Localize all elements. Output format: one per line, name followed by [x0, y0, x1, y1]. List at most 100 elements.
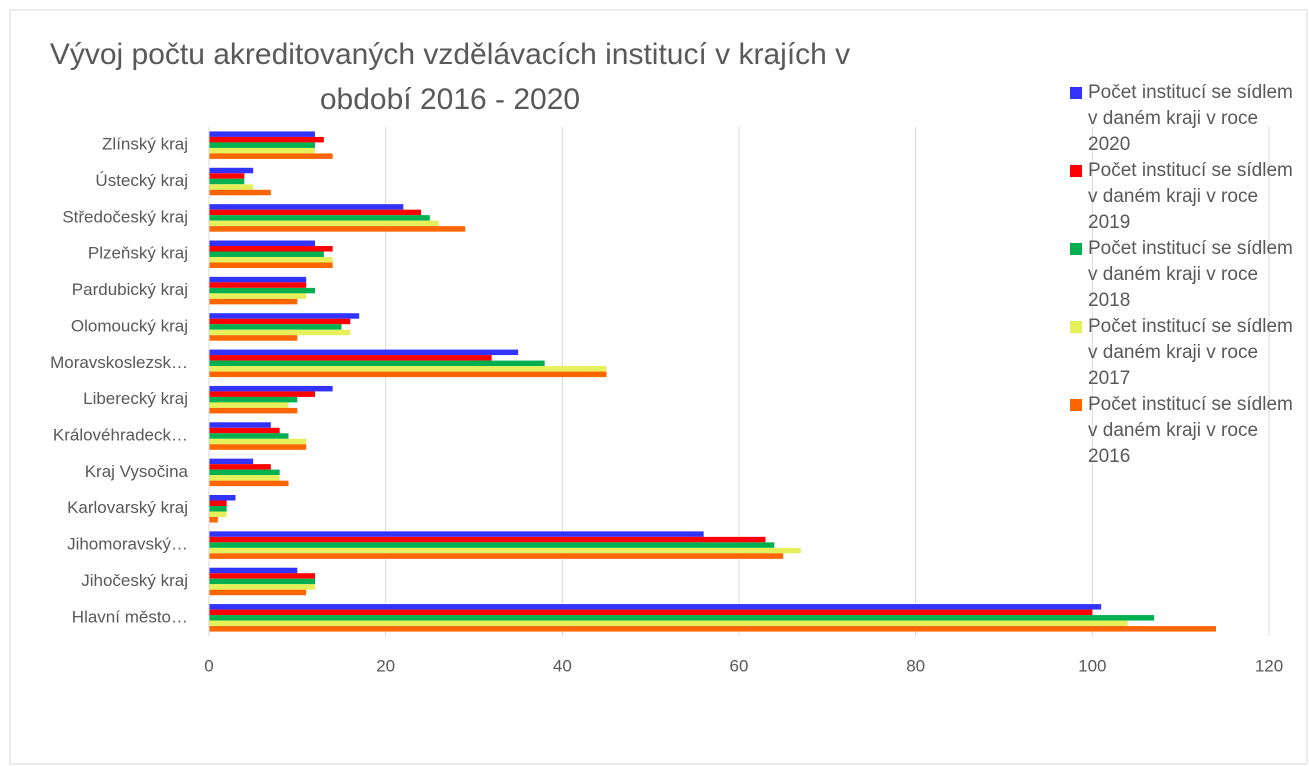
bar: [209, 215, 430, 221]
y-tick-label: Královéhradeck…: [53, 426, 188, 445]
legend-label: Počet institucí se sídlem v daném kraji …: [1088, 316, 1293, 389]
y-tick-label: Olomoucký kraj: [71, 316, 188, 335]
legend-swatch: [1070, 87, 1082, 99]
bar: [209, 136, 324, 143]
bar: [209, 335, 298, 341]
legend-entry: Počet institucí se sídlem v daném kraji …: [1070, 236, 1305, 314]
bar: [209, 178, 245, 185]
bar: [209, 438, 307, 445]
bar: [209, 578, 315, 585]
bar: [209, 422, 271, 428]
bar: [209, 547, 801, 554]
bar: [209, 293, 307, 299]
y-tick-label: Jihočeský kraj: [81, 571, 188, 590]
bar: [209, 615, 1155, 621]
bar: [209, 226, 466, 232]
bar: [209, 573, 315, 579]
bar: [209, 318, 351, 325]
bar: [209, 567, 298, 574]
bar: [209, 480, 289, 487]
bar: [209, 495, 236, 501]
bar: [209, 282, 307, 288]
legend-entry: Počet institucí se sídlem v daném kraji …: [1070, 80, 1305, 158]
bar: [209, 469, 280, 476]
legend: Počet institucí se sídlem v daném kraji …: [1070, 80, 1305, 470]
chart-title: Vývoj počtu akreditovaných vzdělávacích …: [49, 38, 851, 116]
legend-entry: Počet institucí se sídlem v daném kraji …: [1070, 158, 1305, 236]
bar: [209, 517, 218, 523]
x-tick-label: 40: [553, 656, 572, 675]
x-tick-label: 80: [906, 656, 925, 675]
bar: [209, 536, 766, 543]
bar: [209, 167, 254, 174]
y-tick-label: Zlínský kraj: [102, 135, 188, 154]
bar: [209, 475, 280, 481]
y-tick-label: Jihomoravský…: [67, 535, 188, 554]
bar: [209, 173, 245, 179]
legend-swatch: [1070, 165, 1082, 177]
bar: [209, 626, 1216, 632]
bar: [209, 604, 1102, 610]
legend-swatch: [1070, 243, 1082, 255]
bar: [209, 531, 704, 537]
x-tick-label: 20: [376, 656, 395, 675]
bar: [209, 246, 333, 252]
bar: [209, 402, 289, 408]
bar: [209, 142, 315, 148]
bar: [209, 262, 333, 268]
bar: [209, 313, 360, 319]
bar: [209, 589, 307, 596]
y-tick-label: Karlovarský kraj: [67, 498, 188, 517]
legend-label: Počet institucí se sídlem v daném kraji …: [1088, 238, 1293, 311]
x-tick-label: 60: [730, 656, 749, 675]
bar: [209, 257, 333, 263]
bar: [209, 240, 315, 246]
bar: [209, 433, 289, 439]
bar: [209, 153, 333, 159]
bar: [209, 391, 315, 397]
legend-label: Počet institucí se sídlem v daném kraji …: [1088, 82, 1293, 155]
bar: [209, 184, 254, 190]
x-tick-label: 0: [204, 656, 213, 675]
bar: [209, 553, 784, 559]
y-tick-label: Liberecký kraj: [83, 389, 188, 408]
y-tick-label: Středočeský kraj: [62, 207, 188, 226]
bar: [209, 360, 545, 367]
bar: [209, 385, 333, 392]
bar: [209, 371, 607, 378]
bar: [209, 584, 315, 590]
bar: [209, 444, 307, 450]
bar: [209, 147, 315, 154]
bar: [209, 427, 280, 434]
legend-entry: Počet institucí se sídlem v daném kraji …: [1070, 392, 1305, 470]
bar: [209, 251, 324, 257]
bar: [209, 209, 421, 216]
bar: [209, 620, 1128, 627]
y-tick-label: Kraj Vysočina: [85, 462, 189, 481]
bar: [209, 609, 1093, 616]
bar: [209, 355, 492, 361]
y-tick-label: Hlavní město…: [72, 607, 188, 626]
x-tick-label: 120: [1255, 656, 1283, 675]
y-tick-label: Ústecký kraj: [95, 171, 188, 190]
legend-label: Počet institucí se sídlem v daném kraji …: [1088, 394, 1293, 467]
bar: [209, 366, 607, 372]
bar: [209, 396, 298, 403]
y-tick-label: Moravskoslezsk…: [50, 353, 188, 372]
bar: [209, 131, 315, 137]
bar: [209, 464, 271, 470]
bar: [209, 276, 307, 283]
bar: [209, 506, 227, 512]
y-tick-label: Pardubický kraj: [72, 280, 188, 299]
bar: [209, 407, 298, 414]
bar: [209, 298, 298, 305]
bar: [209, 500, 227, 506]
bar: [209, 204, 404, 210]
bar: [209, 511, 227, 517]
legend-swatch: [1070, 321, 1082, 333]
legend-label: Počet institucí se sídlem v daném kraji …: [1088, 160, 1293, 233]
bar: [209, 349, 519, 356]
bar: [209, 329, 351, 336]
